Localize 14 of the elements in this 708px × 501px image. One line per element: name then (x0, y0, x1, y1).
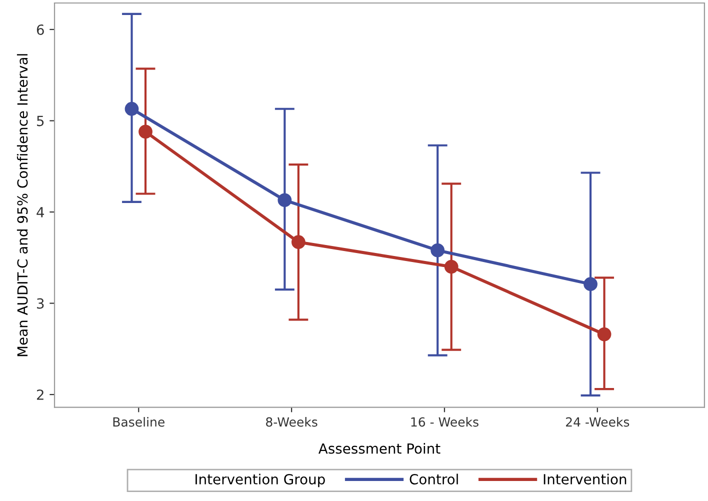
legend-label: Intervention (544, 474, 626, 484)
y-tick-label: 4 (36, 207, 44, 218)
x-axis-title: Assessment Point (318, 443, 440, 454)
legend-title: Intervention Group (196, 474, 325, 488)
x-tick-label: 8-Weeks (266, 417, 318, 427)
x-tick-label: 24 -Weeks (566, 417, 630, 427)
y-tick-label: 5 (37, 116, 44, 126)
y-tick-label: 3 (37, 298, 44, 309)
y-tick-label: 6 (36, 24, 44, 35)
x-tick-label: Baseline (113, 417, 164, 427)
x-tick-label: 16 - Weeks (411, 417, 478, 427)
y-tick-label: 2 (36, 390, 44, 400)
legend-label: Control (410, 474, 458, 484)
y-axis-title: Mean AUDIT-C and 95% Confidence Interval (16, 54, 28, 356)
